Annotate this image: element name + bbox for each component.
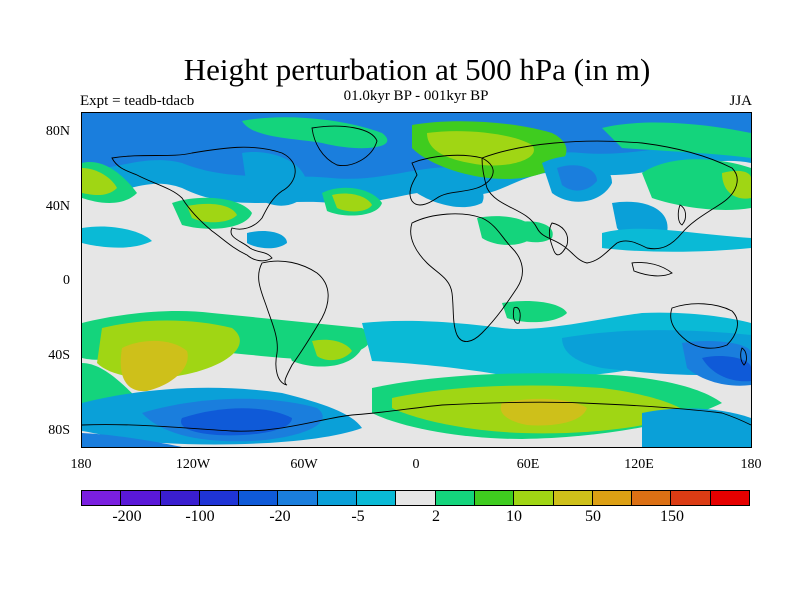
africa-outline [410, 213, 523, 342]
south-america-lime [312, 339, 352, 361]
colorbar-swatch [317, 491, 358, 505]
colorbar-swatch [357, 491, 397, 505]
asia-outline [481, 140, 738, 264]
arctic-yellow-1 [427, 131, 534, 166]
map-title: Height perturbation at 500 hPa (in m) [183, 52, 651, 87]
colorbar-label: -100 [185, 508, 215, 525]
colorbar-swatch [278, 491, 318, 505]
caribbean-blue [247, 231, 287, 249]
europe-outline [409, 154, 494, 206]
indonesia-outline [631, 262, 673, 277]
map-subtitle: 01.0kyr BP - 001kyr BP [343, 88, 489, 104]
india-green [512, 221, 553, 243]
colorbar-swatch [553, 491, 593, 505]
colorbar-swatch [710, 491, 750, 505]
lon-tick: 60W [290, 457, 318, 472]
colorbar-label: -200 [112, 508, 142, 525]
antarctica-outline [82, 401, 751, 432]
coastlines [82, 125, 751, 432]
colorbar-swatch [592, 491, 633, 505]
lon-tick: 120E [624, 457, 654, 472]
india-outline [548, 222, 569, 256]
arctic-green-3 [602, 122, 751, 158]
colorbar-swatch [160, 491, 200, 505]
lon-tick: 180 [740, 457, 762, 472]
colorbar-swatch [396, 491, 436, 505]
colorbar-label: 150 [660, 508, 684, 525]
colorbar-swatch [239, 491, 279, 505]
north-america-blue [242, 152, 308, 206]
colorbar-swatch [474, 491, 515, 505]
lon-tick: 120W [175, 457, 211, 472]
australia-royal-blue [702, 356, 751, 382]
lat-tick: 40S [48, 348, 70, 363]
japan-outline [677, 204, 687, 226]
antarctic-royal-blue [181, 408, 292, 436]
lon-tick: 60E [516, 457, 540, 472]
map-panel [81, 112, 752, 448]
indian-ocean-green [502, 301, 567, 323]
madagascar-outline [512, 306, 521, 324]
arctic-green-4 [642, 159, 751, 210]
lat-tick: 40N [45, 199, 70, 214]
antarctic-blue-bottom-left [82, 433, 182, 447]
atlantic-lime [332, 193, 372, 212]
colorbar [81, 490, 750, 506]
colorbar-swatch [514, 491, 554, 505]
colorbar-label: -20 [269, 508, 291, 525]
north-america-outline [111, 146, 296, 262]
west-yellow-patch [82, 168, 117, 196]
colorbar-swatch [435, 491, 475, 505]
colorbar-swatch [632, 491, 672, 505]
lat-tick: 0 [63, 273, 70, 288]
lon-tick: 0 [412, 457, 420, 472]
arctic-green-1 [242, 117, 388, 149]
pacific-equator-blue [82, 226, 152, 248]
greenland-outline [311, 125, 378, 166]
colorbar-label: -5 [351, 508, 365, 525]
asia-deep-blue [557, 165, 597, 191]
south-america-outline [258, 260, 329, 386]
colorbar-swatch [671, 491, 711, 505]
pacific-lime [187, 203, 237, 223]
antarctic-blue-right [642, 408, 751, 447]
colorbar-label: 50 [585, 508, 601, 525]
lat-tick: 80S [48, 423, 70, 438]
south-pacific-yellow [120, 340, 188, 392]
lat-tick: 80N [45, 124, 70, 139]
colorbar-swatch [82, 491, 122, 505]
experiment-label: Expt = teadb-tdacb [80, 93, 195, 109]
colorbar-label: 10 [506, 508, 522, 525]
season-label: JJA [729, 93, 752, 109]
new-zealand-outline [740, 347, 747, 366]
contour-field [82, 113, 751, 447]
colorbar-swatch [199, 491, 240, 505]
europe-blue [412, 172, 484, 208]
colorbar-label: 2 [432, 508, 440, 525]
colorbar-swatch [121, 491, 161, 505]
antarctic-yellow [500, 398, 587, 426]
australia-outline [670, 303, 738, 349]
lon-tick: 180 [70, 457, 92, 472]
east-asia-blue [602, 228, 751, 252]
